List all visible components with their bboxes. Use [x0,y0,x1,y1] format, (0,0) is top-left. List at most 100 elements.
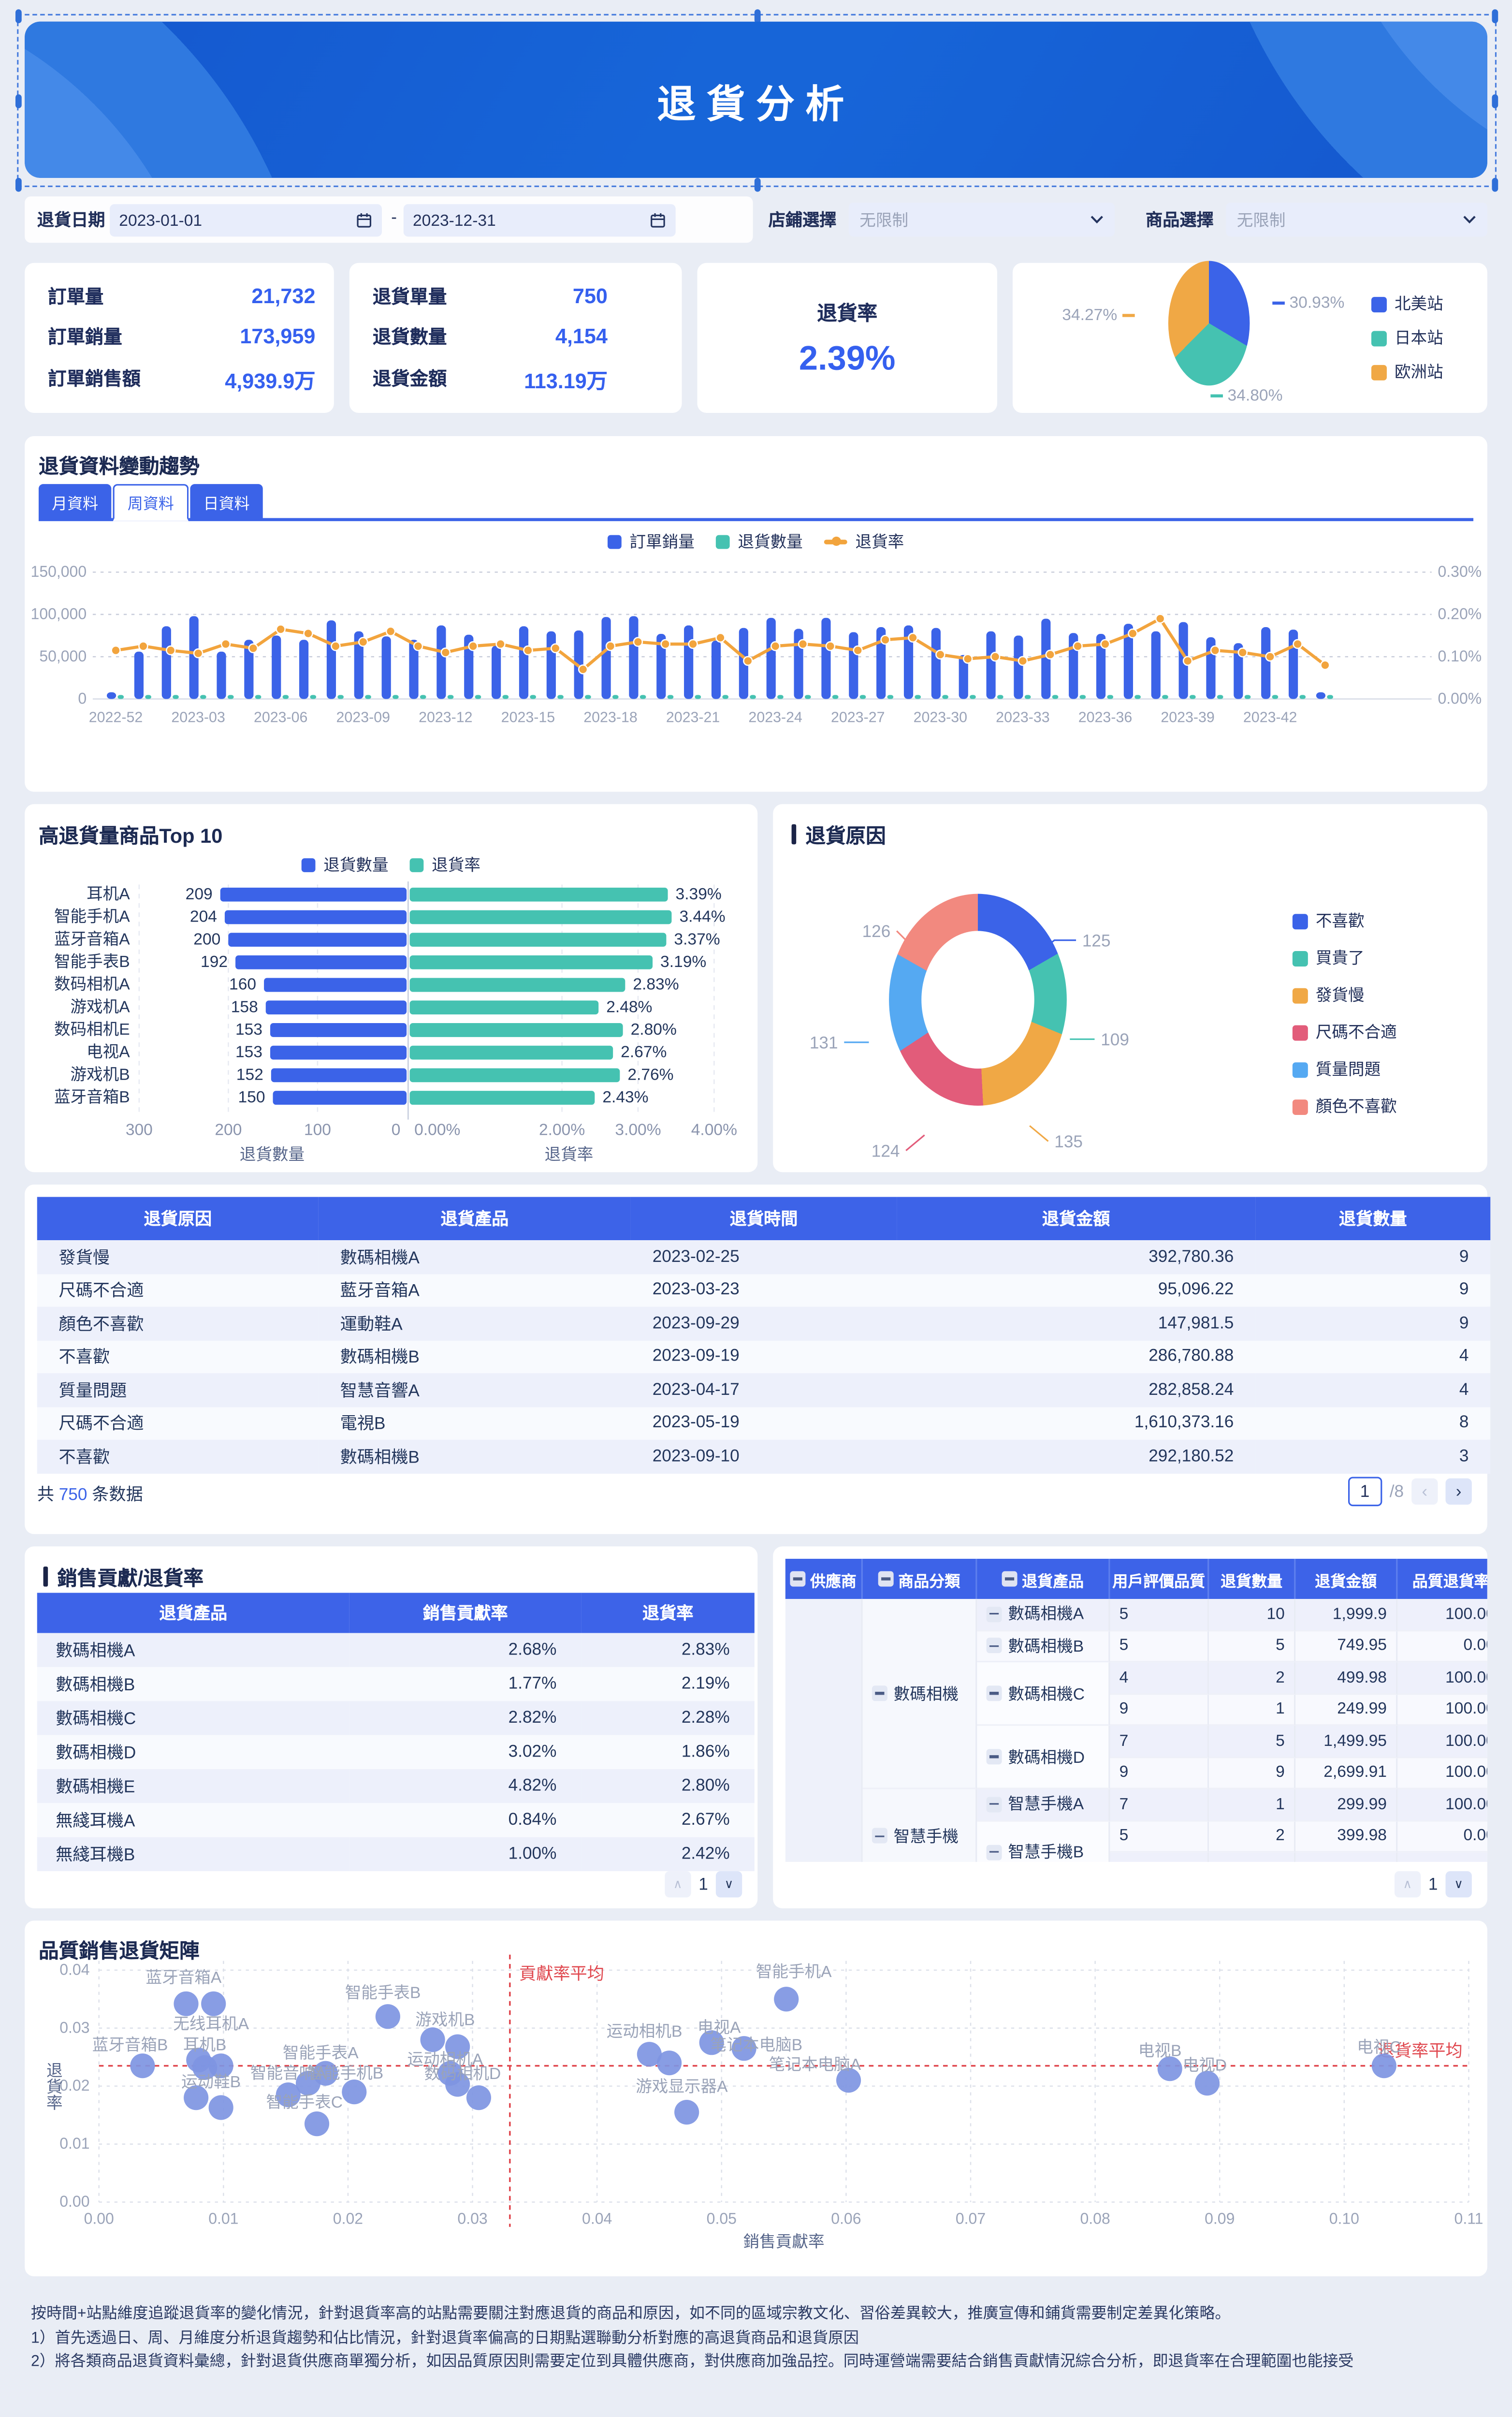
top10-title: 高退貨量商品Top 10 [38,824,223,848]
svg-text:运动鞋B: 运动鞋B [181,2073,241,2091]
kpi-card-orders: 訂單量 21,732 訂單銷量 173,959 訂單銷售額 4,939.9万 [25,263,334,413]
column-header: 供應商 [785,1558,863,1599]
table-row[interactable]: 數碼相機D 3.02% 1.86% [37,1735,755,1769]
table-row[interactable]: 質量問題 智慧音響A 2023-04-17 282,858.24 4 [37,1373,1491,1406]
table-row[interactable]: 數碼相機B 1.77% 2.19% [37,1667,755,1701]
svg-text:131: 131 [810,1034,838,1053]
collapse-icon[interactable] [872,1828,887,1844]
category-cell[interactable]: 數碼相機 [862,1599,977,1789]
svg-text:蓝牙音箱B: 蓝牙音箱B [92,2036,168,2054]
footnote-line: 2）將各類商品退貨資料彙總，針對退貨供應商單獨分析，如因品質原因則需要定位到具體… [30,2353,1354,2371]
tab-日資料[interactable]: 日資料 [190,484,263,518]
table-cell: 299.99 [1295,1789,1398,1821]
legend-item: 欧洲站 [1371,360,1443,383]
selection-handle[interactable] [15,94,22,108]
collapse-icon[interactable] [1002,1571,1018,1587]
collapse-icon[interactable] [878,1571,894,1587]
product-cell[interactable]: 數碼相機D [977,1726,1110,1789]
selection-handle[interactable] [15,9,22,23]
kpi-order-amount: 訂單銷售額 4,939.9万 [48,368,316,392]
legend-swatch [1292,950,1308,966]
prev-page-button[interactable]: ‹ [1411,1478,1438,1505]
collapse-icon[interactable] [986,1638,1002,1654]
svg-text:0.10: 0.10 [1329,2210,1359,2227]
table-summary: 共 750 条数据 [37,1486,143,1505]
date-end-input[interactable]: 2023-12-31 [403,204,676,237]
store-select[interactable]: 无限制 [848,202,1115,237]
table-row[interactable]: 不喜歡 數碼相機B 2023-09-10 292,180.52 3 [37,1439,1491,1473]
svg-text:智能手机A: 智能手机A [54,908,130,926]
svg-text:2023-30: 2023-30 [914,709,967,726]
header-banner: 退貨分析 [25,21,1487,178]
date-start-input[interactable]: 2023-01-01 [110,204,382,237]
collapse-icon[interactable] [986,1844,1002,1860]
collapse-icon[interactable] [790,1571,806,1587]
collapse-icon[interactable] [872,1685,887,1701]
column-header: 退貨產品 [318,1197,631,1241]
tab-月資料[interactable]: 月資料 [38,484,112,518]
svg-text:2023-09: 2023-09 [336,709,390,726]
svg-text:0.01: 0.01 [59,2135,89,2152]
svg-text:0.08: 0.08 [1080,2210,1110,2227]
table-cell: 100.00 [1397,1789,1487,1821]
return-rate-label: 退貨率 [817,301,878,325]
page-input[interactable]: 1 [1348,1477,1382,1507]
selection-handle[interactable] [15,177,22,192]
svg-text:2023-42: 2023-42 [1243,709,1297,726]
collapse-icon[interactable] [986,1606,1002,1622]
category-cell[interactable]: 智慧手機 [862,1789,977,1862]
next-page-button[interactable]: › [1445,1478,1472,1505]
page-number: 1 [698,1875,708,1894]
product-cell[interactable]: 數碼相機C [977,1662,1110,1726]
legend-swatch [1371,296,1387,312]
selection-handle[interactable] [1492,177,1498,192]
selection-handle[interactable] [754,177,760,192]
svg-text:2022-52: 2022-52 [89,709,143,726]
calendar-icon [651,213,665,228]
selection-handle[interactable] [754,9,760,23]
collapse-icon[interactable] [986,1796,1002,1812]
table-row[interactable]: 發貨慢 數碼相機A 2023-02-25 392,780.36 9 [37,1240,1491,1274]
table-row[interactable]: 數碼相機C 2.82% 2.28% [37,1701,755,1735]
svg-text:3.39%: 3.39% [676,885,722,903]
product-filter-label: 商品選擇 [1146,212,1214,231]
product-cell[interactable]: 數碼相機A [977,1599,1110,1631]
table-cell: 249.99 [1295,1694,1398,1726]
product-cell[interactable]: 智慧手機B [977,1821,1110,1862]
table-row[interactable]: 尺碼不合適 藍牙音箱A 2023-03-23 95,096.22 9 [37,1273,1491,1307]
table-cell: 1,999.9 [1295,1599,1398,1631]
table-cell: 0.00 [1397,1630,1487,1663]
page-up-button[interactable]: ∧ [1394,1871,1421,1898]
table-row[interactable]: 尺碼不合適 電視B 2023-05-19 1,610,373.16 8 [37,1406,1491,1440]
table-row[interactable]: 無綫耳機B 1.00% 2.42% [37,1837,755,1872]
product-cell[interactable]: 數碼相機B [977,1630,1110,1663]
legend-item: 尺碼不合適 [1292,1021,1397,1044]
selection-handle[interactable] [1492,94,1498,108]
svg-text:0.02: 0.02 [59,2077,89,2094]
svg-text:153: 153 [235,1043,262,1061]
page-down-button[interactable]: ∨ [715,1871,742,1898]
product-cell[interactable]: 智慧手機A [977,1789,1110,1821]
tab-周資料[interactable]: 周資料 [113,484,189,521]
product-select[interactable]: 无限制 [1226,202,1487,237]
page-up-button[interactable]: ∧ [664,1871,691,1898]
legend-item: 發貨慢 [1292,983,1397,1007]
page-down-button[interactable]: ∨ [1445,1871,1472,1898]
table-row[interactable]: 數碼相機A 2.68% 2.83% [37,1633,755,1667]
svg-text:0.01: 0.01 [208,2210,238,2227]
table-row[interactable]: 不喜歡 數碼相機B 2023-09-19 286,780.88 4 [37,1340,1491,1374]
table-row[interactable]: 無綫耳機A 0.84% 2.67% [37,1803,755,1837]
collapse-icon[interactable] [986,1685,1002,1701]
collapse-icon[interactable] [986,1749,1002,1765]
selection-handle[interactable] [1492,9,1498,23]
svg-text:0.04: 0.04 [59,1961,89,1978]
svg-text:0.00: 0.00 [59,2193,89,2210]
table-cell: 5 [1209,1630,1296,1663]
column-header: 銷售貢獻率 [349,1593,582,1633]
trend-legend: 訂單銷量 退貨數量 退貨率 [25,530,1487,554]
table-cell: 0.00 [1397,1821,1487,1853]
table-row[interactable]: 顏色不喜歡 運動鞋A 2023-09-29 147,981.5 9 [37,1306,1491,1340]
kpi-return-qty: 退貨數量 4,154 [372,324,608,348]
table-row[interactable]: 數碼相機E 4.82% 2.80% [37,1769,755,1803]
svg-text:笔记本电脑B: 笔记本电脑B [711,2036,802,2054]
